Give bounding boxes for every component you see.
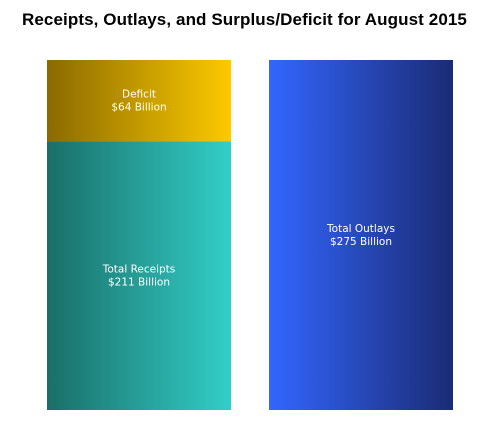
bar-segment-total-outlays: [269, 60, 453, 410]
bar-segment-total-receipts: [47, 141, 231, 410]
bar-segment-deficit: [47, 60, 231, 142]
segment-value-total-receipts: $211 Billion: [108, 277, 170, 289]
segment-value-total-outlays: $275 Billion: [330, 236, 392, 248]
segment-value-deficit: $64 Billion: [111, 102, 166, 114]
chart-title: Receipts, Outlays, and Surplus/Deficit f…: [22, 10, 467, 29]
segment-label-deficit: Deficit: [122, 89, 156, 101]
segment-label-total-receipts: Total Receipts: [102, 264, 176, 276]
segment-label-total-outlays: Total Outlays: [326, 223, 395, 235]
